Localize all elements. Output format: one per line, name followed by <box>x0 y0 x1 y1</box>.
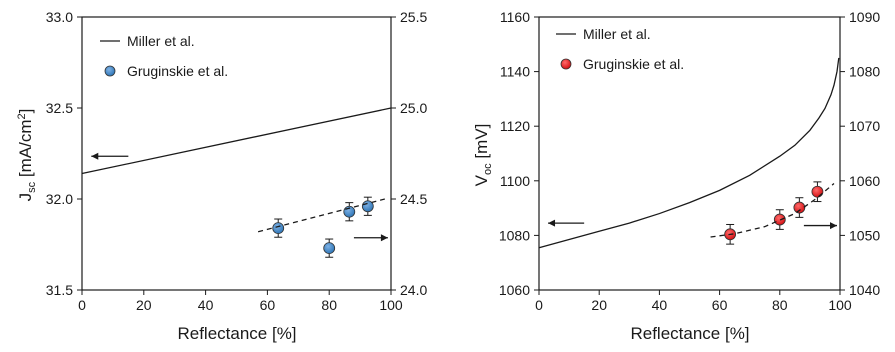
chart-jsc: Jsc [mA/cm2] Reflectance [%] <box>16 109 297 343</box>
series-line-miller <box>81 107 392 175</box>
y2-tick-label: 1060 <box>849 173 880 189</box>
data-point <box>793 201 806 214</box>
y-tick-label: 1100 <box>500 173 530 189</box>
series-line-miller <box>538 57 840 249</box>
data-point <box>811 185 824 198</box>
y2-tick-label: 25.5 <box>400 9 427 25</box>
x-tick-label: 20 <box>136 297 152 313</box>
data-point <box>773 213 786 226</box>
y2-tick-label: 1040 <box>849 282 880 298</box>
x-tick-label: 80 <box>772 297 788 313</box>
y-tick-label: 32.0 <box>46 191 73 207</box>
y2-tick-label: 24.0 <box>400 282 427 298</box>
arrow-right-head <box>829 222 837 230</box>
y-tick-label: 31.5 <box>46 282 73 298</box>
plot-frame <box>538 16 841 291</box>
x-tick-label: 80 <box>321 297 337 313</box>
x-tick-label: 60 <box>260 297 276 313</box>
y-tick-label: 32.5 <box>46 100 73 116</box>
legend-label-miller: Miller et al. <box>583 26 651 42</box>
arrow-left-head <box>91 152 99 160</box>
y-tick-label: 1140 <box>500 64 530 80</box>
legend: Miller et al. Gruginskie et al. <box>100 33 228 79</box>
legend-label-gruginskie: Gruginskie et al. <box>583 56 684 72</box>
trend-line-dashed <box>710 183 835 238</box>
arrow-right-head <box>380 234 388 242</box>
plot-0: 0 20 40 60 80 100 31.5 32.0 32.5 33.0 24.0 24.5 25.0… <box>46 9 428 313</box>
y-tick-label: 1160 <box>500 9 530 25</box>
y2-tick-label: 1050 <box>849 227 880 243</box>
y2-tick-label: 1070 <box>849 118 880 134</box>
x-tick-label: 0 <box>78 297 86 313</box>
x-tick-label: 40 <box>652 297 668 313</box>
y2-tick-label: 1090 <box>849 9 880 25</box>
x-tick-label: 60 <box>712 297 728 313</box>
plot-frame <box>81 16 392 291</box>
y2-tick-label: 24.5 <box>400 191 427 207</box>
plot-1: 0 20 40 60 80 100 1060 1080 1100 1120 1140 1160 1040… <box>499 9 881 313</box>
y-tick-label: 1120 <box>500 118 530 134</box>
x-tick-label: 100 <box>379 297 403 313</box>
data-point <box>323 242 336 255</box>
x-tick-label: 0 <box>535 297 543 313</box>
y-tick-label: 1080 <box>499 227 530 243</box>
y-tick-label: 1060 <box>499 282 530 298</box>
y2-tick-label: 1080 <box>849 64 880 80</box>
x-tick-label: 100 <box>828 297 852 313</box>
y2-tick-label: 25.0 <box>400 100 427 116</box>
legend-label-miller: Miller et al. <box>127 33 195 49</box>
chart-voc: Voc [mV] Reflectance [%] <box>472 124 750 343</box>
arrow-left-head <box>548 219 556 227</box>
x-axis-label-jsc: Reflectance [%] <box>177 324 296 343</box>
legend: Miller et al. Gruginskie et al. <box>556 26 684 72</box>
data-point <box>272 222 285 235</box>
y-axis-label-voc: Voc [mV] <box>472 124 494 187</box>
legend-label-gruginskie: Gruginskie et al. <box>127 63 228 79</box>
x-tick-label: 40 <box>198 297 214 313</box>
y-axis-label-jsc: Jsc [mA/cm2] <box>16 109 38 202</box>
y-tick-label: 33.0 <box>46 9 73 25</box>
legend-point-swatch <box>560 58 572 70</box>
legend-point-swatch <box>104 65 116 77</box>
trend-line-dashed <box>257 198 385 233</box>
x-axis-label-voc: Reflectance [%] <box>630 324 749 343</box>
x-tick-label: 20 <box>591 297 607 313</box>
